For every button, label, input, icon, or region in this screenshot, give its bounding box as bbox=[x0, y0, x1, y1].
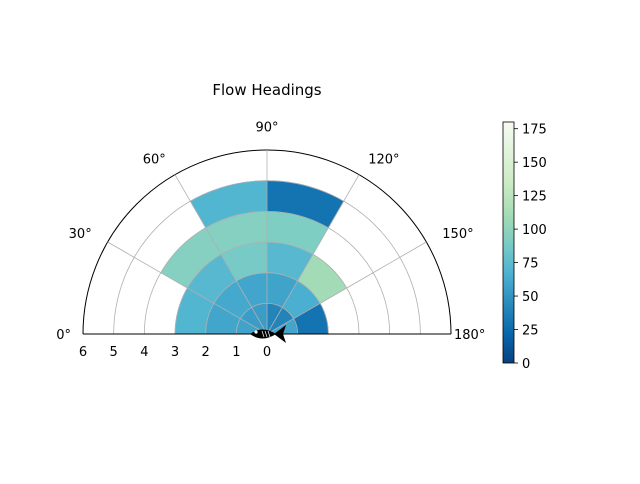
r-tick-6: 6 bbox=[79, 345, 87, 360]
radial-tick-labels: 6 5 4 3 2 1 0 bbox=[79, 345, 271, 360]
colorbar-tick-0: 0 bbox=[522, 357, 530, 372]
colorbar-tick-150: 150 bbox=[522, 156, 547, 171]
colorbar-gradient bbox=[502, 121, 515, 364]
theta-tick-60: 60° bbox=[143, 153, 166, 168]
colorbar-tick-100: 100 bbox=[522, 223, 547, 238]
r-tick-3: 3 bbox=[171, 345, 179, 360]
theta-gridline-120 bbox=[266, 174, 360, 335]
r-tick-5: 5 bbox=[110, 345, 118, 360]
r-tick-1: 1 bbox=[232, 345, 240, 360]
theta-tick-90: 90° bbox=[255, 121, 278, 136]
theta-gridline-150 bbox=[266, 241, 427, 335]
theta-tick-0: 0° bbox=[56, 328, 71, 343]
colorbar-tick-175: 175 bbox=[522, 123, 547, 138]
r-tick-2: 2 bbox=[202, 345, 210, 360]
colorbar-tick-125: 125 bbox=[522, 190, 547, 205]
theta-tick-150: 150° bbox=[442, 227, 473, 242]
chart-title: Flow Headings bbox=[212, 81, 321, 99]
theta-gridline-30 bbox=[107, 241, 268, 335]
colorbar-tick-75: 75 bbox=[522, 257, 539, 272]
theta-tick-180: 180° bbox=[454, 328, 485, 343]
theta-gridline-60 bbox=[174, 174, 268, 335]
colorbar: 0 25 50 75 100 125 150 175 bbox=[502, 121, 547, 372]
r-tick-0: 0 bbox=[263, 345, 271, 360]
polar-grid bbox=[82, 149, 452, 335]
colorbar-tick-25: 25 bbox=[522, 324, 539, 339]
fish-icon bbox=[250, 325, 286, 343]
colorbar-tick-50: 50 bbox=[522, 290, 539, 305]
r-tick-4: 4 bbox=[140, 345, 148, 360]
theta-tick-30: 30° bbox=[69, 227, 92, 242]
theta-tick-labels: 0° 30° 60° 90° 120° 150° 180° bbox=[56, 121, 485, 343]
theta-tick-120: 120° bbox=[368, 153, 399, 168]
